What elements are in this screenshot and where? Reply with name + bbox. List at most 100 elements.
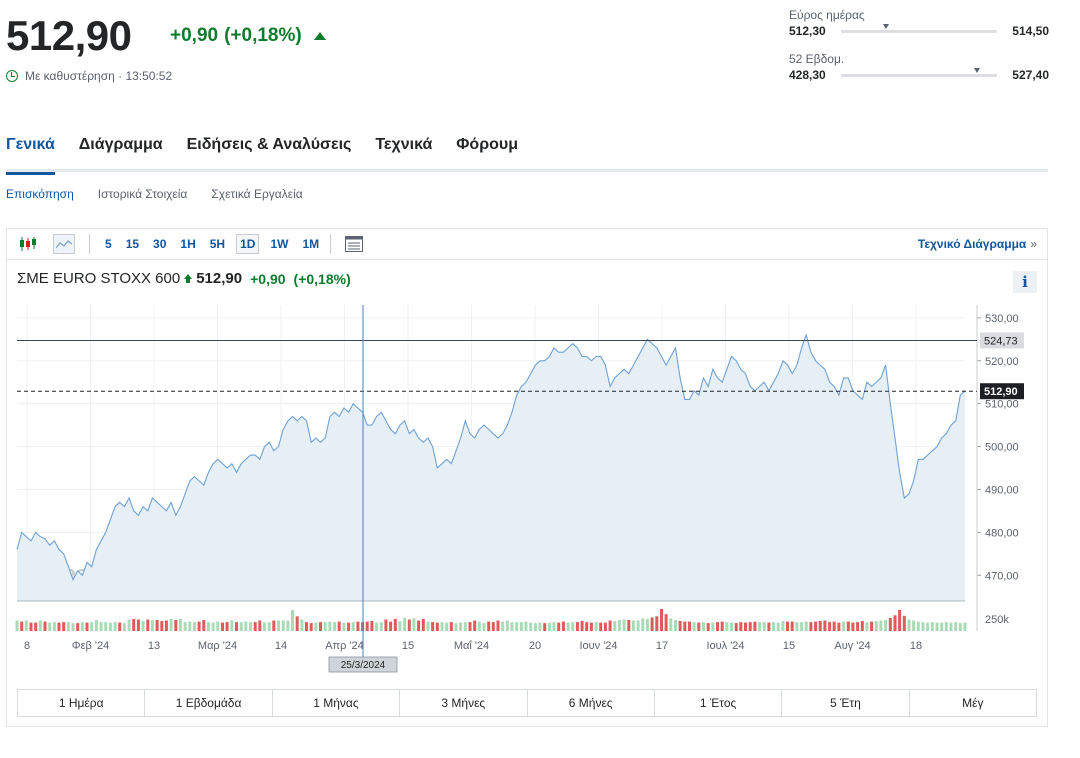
crosshair-date-label: 25/3/2024 bbox=[341, 660, 386, 671]
period-max[interactable]: Μέγ bbox=[962, 696, 984, 710]
up-triangle-icon bbox=[313, 32, 326, 40]
volume-bar bbox=[865, 622, 869, 631]
volume-bar bbox=[300, 619, 304, 631]
area-chart-icon[interactable] bbox=[53, 234, 75, 254]
tab-forum[interactable]: Φόρουμ bbox=[456, 136, 518, 153]
volume-bar bbox=[431, 622, 435, 631]
timeframe-1m[interactable]: 1M bbox=[302, 237, 320, 251]
volume-bar bbox=[926, 622, 930, 631]
volume-bar bbox=[463, 622, 467, 631]
volume-bar bbox=[183, 622, 187, 631]
tab-news-analysis[interactable]: Ειδήσεις & Αναλύσεις bbox=[186, 136, 352, 153]
volume-bar bbox=[748, 622, 752, 631]
x-axis-tick-label: 15 bbox=[783, 640, 795, 652]
timeframe-1h[interactable]: 1H bbox=[180, 237, 196, 251]
volume-bar bbox=[459, 622, 463, 631]
volume-bar bbox=[57, 622, 61, 631]
volume-bar bbox=[225, 622, 229, 631]
subtab-overview[interactable]: Επισκόπηση bbox=[6, 187, 74, 201]
last-price-label-bg bbox=[980, 383, 1024, 400]
day-range-high: 514,50 bbox=[1012, 24, 1049, 38]
period-1-week[interactable]: 1 Εβδομάδα bbox=[145, 690, 273, 716]
period-5-years[interactable]: 5 Έτη bbox=[782, 690, 910, 716]
volume-bar bbox=[921, 622, 925, 631]
period-3-months[interactable]: 3 Μήνες bbox=[400, 690, 528, 716]
tab-chart[interactable]: Διάγραμμα bbox=[78, 136, 163, 153]
volume-bar bbox=[286, 620, 290, 631]
timeframe-15[interactable]: 15 bbox=[125, 237, 140, 251]
volume-bar bbox=[76, 623, 80, 631]
volume-bar bbox=[426, 621, 430, 631]
volume-bar bbox=[594, 622, 598, 631]
volume-bar bbox=[538, 622, 542, 631]
volume-bar bbox=[104, 622, 108, 631]
last-price-label: 512,90 bbox=[984, 386, 1018, 398]
volume-bar bbox=[407, 619, 411, 631]
volume-bar bbox=[678, 621, 682, 631]
timeframe-5h[interactable]: 5H bbox=[209, 237, 226, 251]
volume-bar bbox=[239, 622, 243, 631]
volume-bar bbox=[753, 621, 757, 631]
volume-bar bbox=[342, 622, 346, 631]
timeframe-1d[interactable]: 1D bbox=[236, 234, 260, 254]
volume-bar bbox=[846, 621, 850, 631]
volume-bar bbox=[66, 622, 70, 631]
change-value: +0,90 bbox=[170, 25, 219, 46]
volume-bar bbox=[739, 622, 743, 631]
chart-change: +0,90 bbox=[250, 270, 286, 287]
volume-bar bbox=[706, 623, 710, 631]
volume-bar bbox=[291, 610, 294, 631]
y-axis-tick-label: 480,00 bbox=[985, 527, 1019, 539]
volume-bar bbox=[34, 622, 38, 631]
info-button[interactable]: i bbox=[1013, 271, 1037, 293]
timeframe-1w[interactable]: 1W bbox=[270, 237, 289, 251]
subtab-historical-data[interactable]: Ιστορικά Στοιχεία bbox=[97, 187, 188, 201]
x-axis-tick-label: 18 bbox=[910, 640, 922, 652]
x-axis-tick-label: 14 bbox=[275, 640, 287, 652]
volume-bar bbox=[188, 621, 192, 631]
day-range-label: Εύρος ημέρας bbox=[789, 8, 865, 22]
volume-bar bbox=[164, 620, 168, 631]
volume-bar bbox=[557, 622, 561, 631]
day-range-marker-icon bbox=[883, 23, 890, 29]
volume-bar bbox=[888, 617, 892, 631]
horizontal-level-label-bg bbox=[980, 332, 1024, 349]
volume-bar bbox=[758, 622, 761, 631]
tab-technical[interactable]: Τεχνικά bbox=[375, 136, 433, 153]
volume-bar bbox=[375, 622, 379, 631]
y-axis-tick-label: 500,00 bbox=[985, 442, 1019, 454]
tab-general[interactable]: Γενικά bbox=[6, 136, 67, 175]
volume-bar bbox=[244, 621, 248, 631]
volume-bar bbox=[15, 620, 19, 631]
volume-bar bbox=[940, 622, 944, 631]
volume-bar bbox=[631, 620, 635, 631]
volume-bar bbox=[561, 621, 565, 631]
technical-chart-link[interactable]: Τεχνικό Διάγραμμα» bbox=[918, 237, 1047, 251]
timeframe-30[interactable]: 30 bbox=[153, 237, 167, 251]
period-1-day[interactable]: 1 Ημέρα bbox=[18, 690, 146, 716]
volume-bar bbox=[43, 621, 47, 631]
volume-bar bbox=[370, 621, 374, 631]
price-chart[interactable]: 530,00 520,00 510,00 500,00 490,00 480,00 470,… bbox=[7, 299, 1047, 674]
timeframe-5[interactable]: 5 bbox=[105, 237, 112, 251]
candlestick-chart-icon[interactable] bbox=[17, 234, 39, 254]
volume-bar bbox=[417, 620, 421, 631]
volume-bar bbox=[24, 620, 28, 631]
period-1-year[interactable]: 1 Έτος bbox=[655, 690, 783, 716]
volume-bar bbox=[20, 621, 24, 631]
table-view-icon[interactable] bbox=[343, 234, 365, 254]
volume-bar bbox=[52, 622, 56, 631]
toolbar-divider bbox=[330, 234, 332, 254]
volume-bar bbox=[818, 621, 822, 631]
volume-bar bbox=[851, 622, 855, 631]
delay-text: Με καθυστέρηση · 13:50:52 bbox=[25, 69, 173, 83]
volume-bar bbox=[398, 621, 402, 631]
volume-bar bbox=[468, 622, 472, 631]
period-1-month[interactable]: 1 Μήνας bbox=[273, 690, 401, 716]
volume-bar bbox=[328, 621, 332, 631]
period-6-months[interactable]: 6 Μήνες bbox=[528, 690, 655, 716]
volume-bar bbox=[80, 622, 84, 631]
volume-bar bbox=[113, 622, 117, 631]
volume-bar bbox=[309, 623, 313, 631]
subtab-related-tools[interactable]: Σχετικά Εργαλεία bbox=[211, 187, 303, 201]
